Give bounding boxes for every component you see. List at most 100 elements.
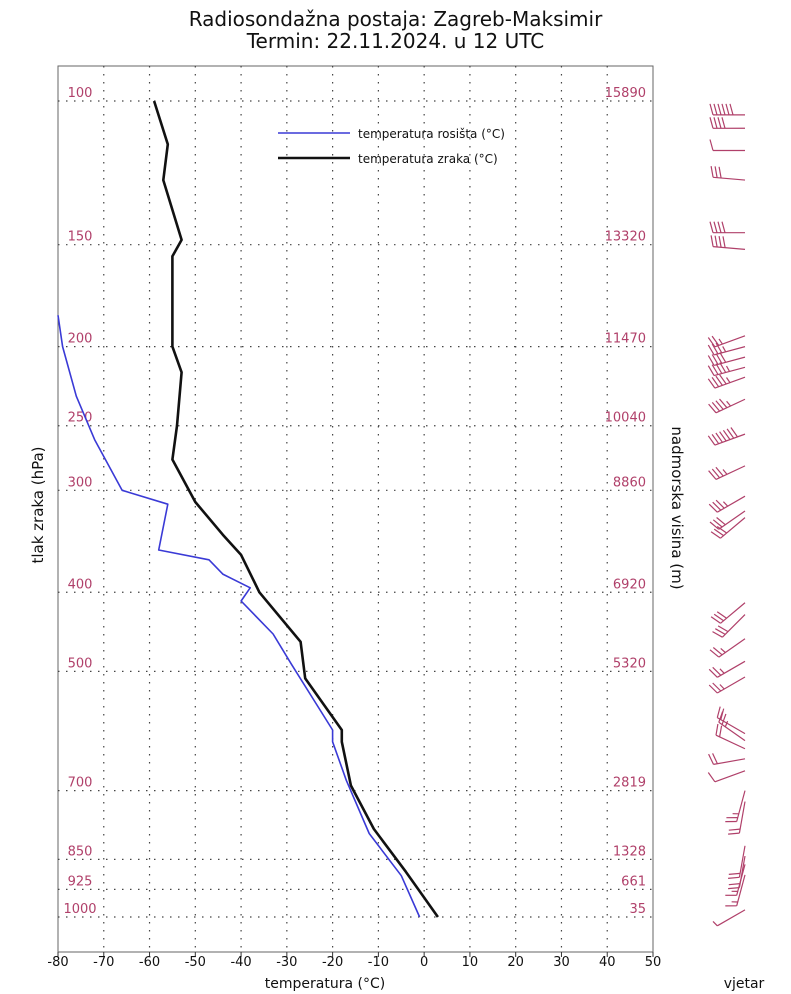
wind-barb <box>708 676 746 694</box>
series-lines <box>57 100 439 918</box>
wind-barb <box>715 723 746 750</box>
wind-barb-staff <box>713 366 746 377</box>
height-label: 8860 <box>613 475 646 490</box>
y-axis-label: tlak zraka (hPa) <box>29 446 47 563</box>
wind-barb-staff <box>715 734 746 750</box>
wind-barb-half-feather <box>725 365 731 372</box>
wind-barb-staff <box>713 346 746 356</box>
wind-barb-feather <box>721 103 726 116</box>
wind-barb-feather <box>711 377 720 388</box>
wind-barb-feather <box>712 631 723 638</box>
wind-barb-feather <box>713 221 718 233</box>
wind-barb-feather <box>721 117 726 129</box>
wind-barb-feather <box>728 887 740 890</box>
pressure-label: 150 <box>68 230 93 245</box>
wind-barb-feather <box>721 713 727 725</box>
wind-barb <box>710 602 746 624</box>
x-tick-label: -10 <box>368 955 389 970</box>
y2-axis-label: nadmorska visina (m) <box>668 426 686 589</box>
wind-barb-feather <box>715 723 719 736</box>
wind-barb-feather <box>712 666 722 676</box>
pressure-label: 700 <box>68 776 93 791</box>
wind-barb <box>709 117 746 129</box>
wind-barb-feather <box>725 103 730 116</box>
wind-barb-staff <box>718 638 746 658</box>
wind-barb <box>712 614 746 638</box>
height-label: 11470 <box>605 332 646 347</box>
wind-barb <box>708 495 746 513</box>
wind-barb-staff <box>713 356 746 366</box>
wind-barb-feather <box>726 428 735 439</box>
wind-barb-feather <box>715 400 724 410</box>
wind-barb-feather <box>719 725 723 738</box>
wind-barb-half-feather <box>722 469 728 475</box>
wind-barb-feather <box>714 166 718 178</box>
height-label: 13320 <box>605 230 646 245</box>
x-axis-label: temperatura (°C) <box>265 976 385 992</box>
pressure-label: 250 <box>68 411 93 426</box>
wind-barb-feather <box>707 772 716 783</box>
wind-barb <box>709 103 746 116</box>
wind-barb-feather <box>728 883 741 886</box>
wind-barb-feather <box>718 235 722 248</box>
wind-barb-staff <box>714 770 746 783</box>
wind-barb-feather <box>707 378 716 389</box>
wind-barb-feather <box>728 832 740 835</box>
wind-barb-feather <box>722 236 726 248</box>
height-label: 1328 <box>613 844 646 859</box>
wind-barb-half-feather <box>712 920 718 927</box>
legend-label-dewpoint: temperatura rosišta (°C) <box>358 127 505 141</box>
wind-barb-staff <box>736 790 746 822</box>
wind-barb-feather <box>712 753 718 764</box>
wind-barb-feather <box>715 432 723 443</box>
x-tick-label: -40 <box>230 955 251 970</box>
wind-barb-feather <box>717 117 722 129</box>
wind-barb <box>725 864 746 896</box>
wind-barb-feather <box>709 521 720 530</box>
wind-barb-feather <box>713 103 718 116</box>
wind-barb-feather <box>713 613 724 622</box>
wind-barb-feather <box>711 434 720 445</box>
wind-barb-staff <box>716 495 746 513</box>
wind-barb-feather <box>709 649 720 658</box>
wind-barb <box>725 874 746 907</box>
pressure-label: 1000 <box>63 902 96 917</box>
x-axis-ticks: -80 -70 -60 -50 -40 -30 -20 -10 0 10 20 30 40 50 <box>47 952 661 970</box>
wind-barb-feather <box>707 337 716 348</box>
wind-barb-staff <box>738 801 746 834</box>
wind-barb-feather <box>715 466 724 477</box>
wind-barb-half-feather <box>718 338 723 345</box>
wind-barb-staff <box>720 517 746 539</box>
wind-barb <box>708 398 746 414</box>
pressure-label: 100 <box>68 86 93 101</box>
wind-barb-feather <box>716 517 726 526</box>
wind-barb-feather <box>719 362 727 373</box>
wind-barb-feather <box>713 117 718 129</box>
wind-barb-staff <box>716 660 746 678</box>
wind-barb-feather <box>710 531 721 539</box>
wind-barb <box>710 517 746 539</box>
wind-barb-feather <box>715 499 725 509</box>
wind-barb-feather <box>712 519 723 528</box>
wind-barb <box>708 753 746 765</box>
wind-barb-feather <box>709 117 714 129</box>
wind-barb-half-feather <box>719 684 725 690</box>
wind-barb-feather <box>712 682 722 692</box>
pressure-label: 200 <box>68 332 93 347</box>
x-tick-label: -20 <box>322 955 343 970</box>
pressure-label: 300 <box>68 475 93 490</box>
wind-barb <box>709 139 746 152</box>
legend-label-temperature: temperatura zraka (°C) <box>358 152 498 166</box>
wind-barb-feather <box>710 165 714 178</box>
wind-barb-feather <box>711 364 719 375</box>
temperature-line <box>152 100 439 918</box>
wind-barb-half-feather <box>726 400 731 407</box>
wind-barb-feather <box>714 235 718 248</box>
wind-barb <box>728 845 746 879</box>
wind-barb-feather <box>707 365 715 376</box>
wind-barb-feather <box>708 668 718 678</box>
wind-barb-feather <box>718 711 724 723</box>
wind-barb-staff <box>713 176 746 181</box>
legend: temperatura rosišta (°C) temperatura zra… <box>278 127 505 166</box>
pressure-label: 500 <box>68 656 93 671</box>
